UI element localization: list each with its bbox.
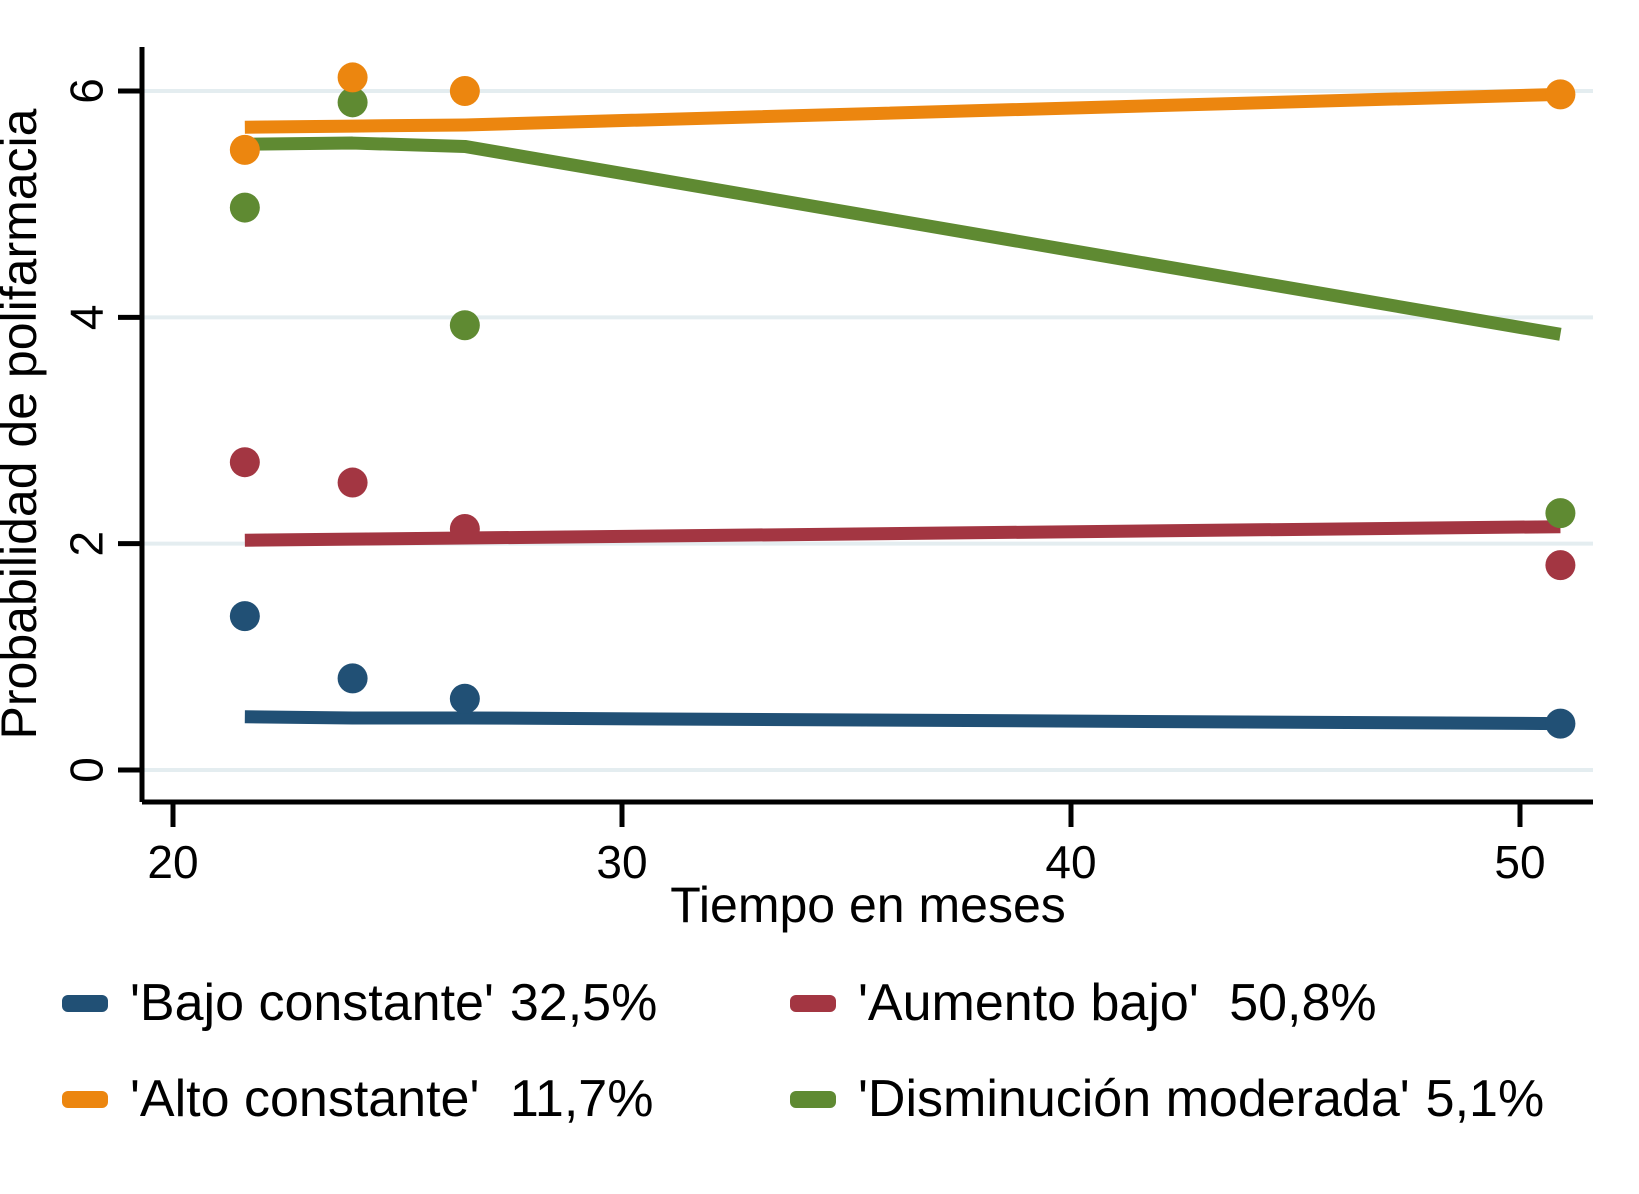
legend-item-alto-constante: 'Alto constante' 11,7% [62, 1066, 790, 1132]
y-tick-label-2: 2 [61, 531, 113, 557]
x-axis-title: Tiempo en meses [670, 877, 1066, 933]
data-point [229, 601, 260, 632]
legend-label-bajo-constante: 'Bajo constante' [130, 974, 494, 1032]
y-tick-label-6: 6 [61, 78, 113, 104]
legend-item-bajo-constante: 'Bajo constante' 32,5% [62, 970, 790, 1036]
x-tick-label-50: 50 [1494, 836, 1545, 888]
series-points-3 [229, 87, 1576, 529]
series-line-2 [244, 87, 1561, 134]
legend: 'Bajo constante' 32,5% 'Aumento bajo' 50… [0, 970, 1639, 1132]
legend-pct-aumento-bajo: 50,8% [1214, 974, 1377, 1032]
data-point [1545, 550, 1576, 581]
data-point [1545, 498, 1576, 529]
legend-swatch-disminucion-moderada [790, 1090, 836, 1108]
legend-pct-alto-constante: 11,7% [495, 1070, 654, 1128]
x-tick-label-30: 30 [596, 836, 647, 888]
data-point [449, 76, 480, 107]
data-point [337, 62, 368, 93]
series-line-1 [244, 520, 1561, 547]
legend-item-disminucion-moderada: 'Disminución moderada' 5,1% [790, 1066, 1639, 1132]
series-points-1 [229, 447, 1576, 581]
data-point [449, 310, 480, 341]
data-point [449, 683, 480, 714]
series-points-2 [229, 62, 1576, 165]
data-point [337, 663, 368, 694]
y-tick-label-4: 4 [61, 305, 113, 331]
data-point [1545, 79, 1576, 110]
legend-swatch-alto-constante [62, 1090, 108, 1108]
plot-svg: Tiempo en meses Probabilidad de polifarm… [0, 47, 1593, 933]
series-line-3 [244, 136, 1562, 341]
y-tick-label-0: 0 [61, 757, 113, 783]
legend-label-disminucion-moderada: 'Disminución moderada' [858, 1070, 1410, 1128]
data-point [1545, 708, 1576, 739]
data-point [337, 87, 368, 118]
legend-pct-bajo-constante: 32,5% [509, 974, 658, 1032]
series-line-0 [244, 710, 1561, 731]
axes: 0 2 4 6 20 30 40 50 [61, 47, 1593, 888]
legend-swatch-bajo-constante [62, 994, 108, 1012]
legend-label-aumento-bajo: 'Aumento bajo' [858, 974, 1199, 1032]
x-tick-label-20: 20 [147, 836, 198, 888]
legend-label-alto-constante: 'Alto constante' [130, 1070, 480, 1128]
data-point [229, 447, 260, 478]
y-axis-title: Probabilidad de polifarmacia [0, 108, 47, 739]
series-points-0 [229, 601, 1576, 739]
data-point [337, 467, 368, 498]
data-point [229, 192, 260, 223]
data-point [229, 134, 260, 165]
legend-swatch-aumento-bajo [790, 994, 836, 1012]
legend-pct-disminucion-moderada: 5,1% [1425, 1070, 1545, 1128]
data-point [449, 513, 480, 544]
legend-item-aumento-bajo: 'Aumento bajo' 50,8% [790, 970, 1639, 1036]
x-tick-label-40: 40 [1045, 836, 1096, 888]
